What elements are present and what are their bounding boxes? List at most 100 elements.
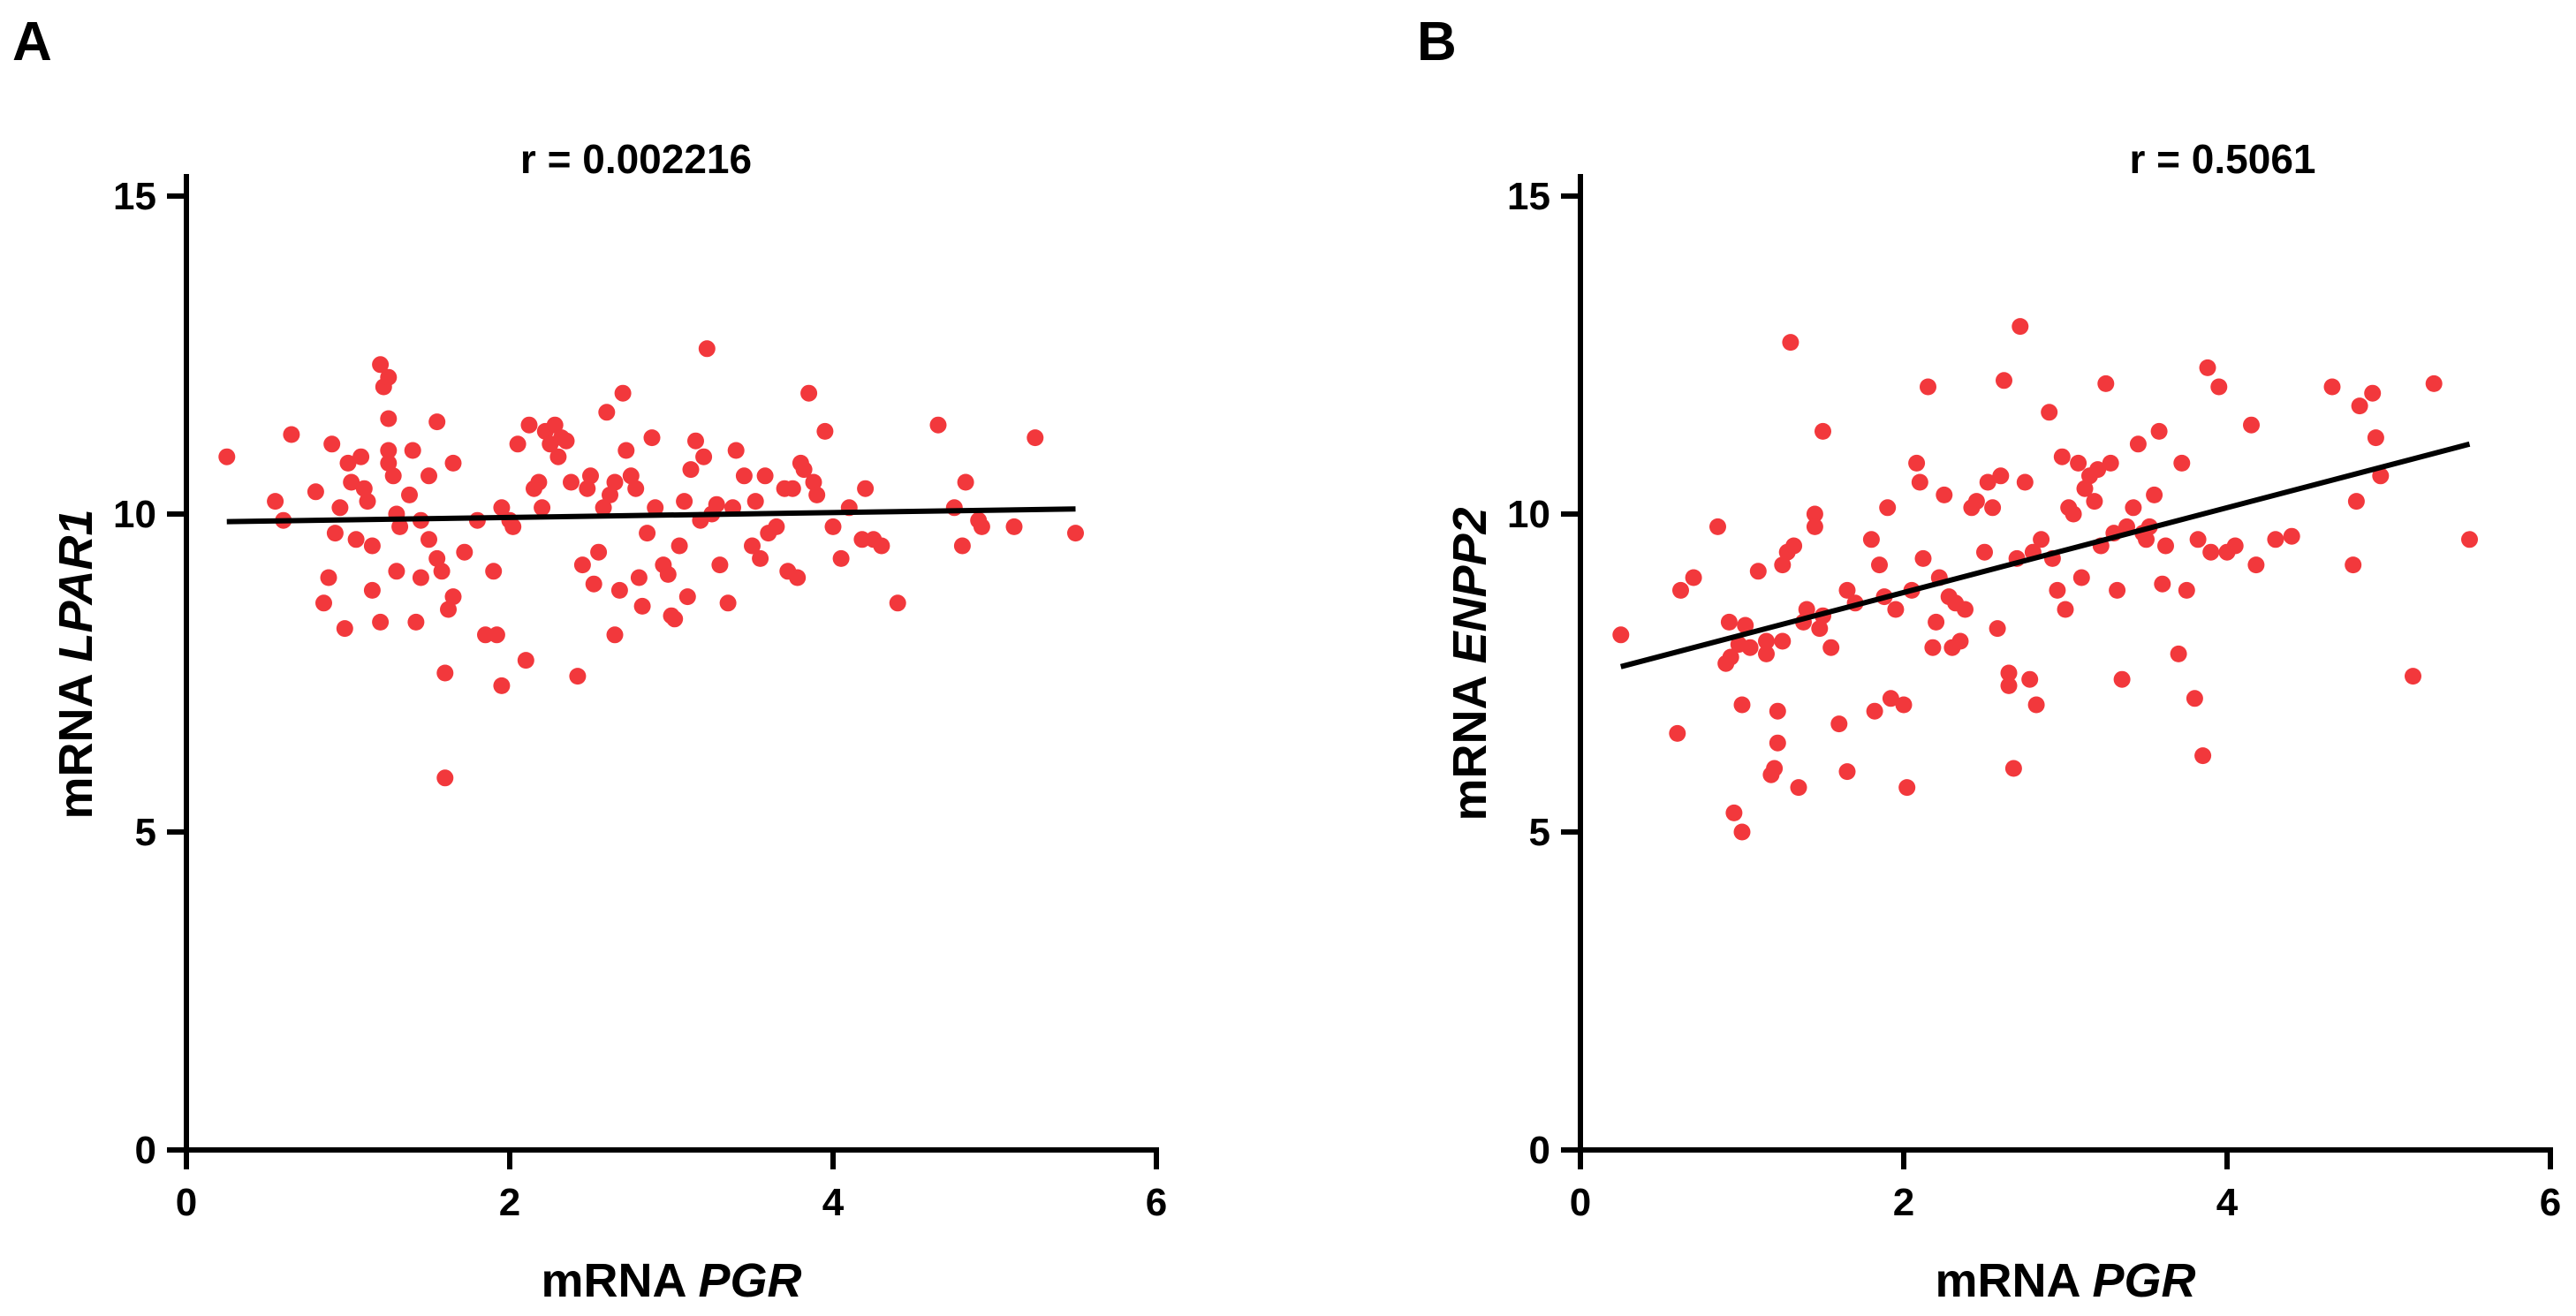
scatter-point — [2125, 499, 2142, 517]
scatter-point — [534, 499, 551, 517]
scatter-point — [957, 473, 974, 491]
scatter-point — [546, 416, 564, 434]
y-axis-title-prefix: mRNA — [1443, 664, 1496, 821]
scatter-point — [2323, 378, 2341, 396]
scatter-point — [517, 652, 534, 669]
panel-label: B — [1417, 11, 1457, 72]
scatter-point — [2076, 480, 2094, 497]
scatter-point — [1766, 760, 1784, 777]
scatter-point — [2243, 416, 2260, 434]
y-tick-label: 5 — [1529, 811, 1550, 854]
scatter-point — [355, 480, 373, 497]
scatter-point — [323, 435, 341, 453]
scatter-point — [585, 575, 602, 593]
scatter-point — [1774, 556, 1792, 574]
scatter-point — [1785, 537, 1803, 555]
scatter-point — [643, 429, 661, 447]
panel-b: B r = 0.5061 0 2 4 6 0 5 10 15 mRNA PGR mRNA EN… — [1288, 0, 2576, 1316]
y-tick-label: 10 — [1507, 493, 1550, 536]
scatter-point — [1830, 715, 1848, 733]
scatter-point — [2146, 486, 2163, 503]
scatter-point — [1822, 639, 1840, 656]
scatter-point — [530, 473, 548, 491]
scatter-point — [1967, 493, 1985, 511]
scatter-point — [1838, 581, 1856, 599]
scatter-point — [1898, 779, 1916, 797]
scatter-point — [347, 531, 365, 548]
scatter-point — [682, 461, 700, 479]
scatter-point — [1957, 601, 1974, 618]
scatter-point — [2210, 378, 2228, 396]
scatter-point — [1005, 518, 1023, 535]
scatter-point — [2173, 454, 2191, 472]
scatter-point — [889, 594, 906, 612]
scatter-point — [800, 384, 818, 402]
scatter-point — [678, 588, 696, 606]
scatter-point — [2089, 461, 2107, 479]
scatter-point — [339, 454, 357, 472]
scatter-point — [1067, 525, 1084, 542]
y-tick-label: 0 — [1529, 1129, 1550, 1172]
x-axis-title-prefix: mRNA — [1935, 1254, 2092, 1307]
scatter-point — [404, 442, 421, 459]
scatter-point — [1720, 613, 1738, 631]
scatter-point — [676, 493, 693, 511]
scatter-point — [873, 537, 890, 555]
scatter-point — [639, 525, 656, 542]
x-tick-label: 2 — [499, 1181, 520, 1224]
scatter-point — [401, 486, 418, 503]
scatter-point — [1733, 696, 1751, 714]
scatter-point — [579, 480, 596, 497]
scatter-point — [627, 480, 645, 497]
scatter-point — [2194, 747, 2212, 765]
scatter-point — [973, 518, 990, 535]
y-tick-label: 15 — [1507, 175, 1550, 218]
scatter-point — [320, 569, 337, 586]
scatter-point — [388, 563, 405, 580]
scatter-point — [1887, 601, 1905, 618]
scatter-point — [520, 416, 538, 434]
scatter-point — [343, 473, 360, 491]
scatter-point — [744, 537, 761, 555]
points-layer — [1612, 318, 2478, 841]
scatter-point — [1749, 563, 1767, 580]
scatter-point — [671, 537, 688, 555]
x-axis-title-gene: PGR — [698, 1254, 801, 1307]
x-tick-label: 4 — [2216, 1181, 2239, 1224]
scatter-point — [2199, 359, 2216, 376]
scatter-point — [336, 620, 353, 638]
points-layer — [218, 340, 1084, 787]
scatter-point — [606, 626, 624, 644]
x-tick-label: 0 — [1570, 1181, 1591, 1224]
scatter-point — [727, 442, 745, 459]
scatter-point — [363, 537, 381, 555]
scatter-point — [2157, 537, 2174, 555]
scatter-point — [2138, 531, 2155, 548]
scatter-point — [1996, 372, 2012, 390]
scatter-point — [428, 413, 446, 431]
scatter-point — [805, 473, 822, 491]
panel-a: A r = 0.002216 0 2 4 6 0 5 10 15 mRNA PGR mRNA … — [12, 11, 1167, 1307]
panel-label: A — [12, 11, 52, 72]
scatter-point — [1758, 632, 1775, 650]
scatter-point — [1027, 429, 1044, 447]
scatter-point — [2057, 601, 2074, 618]
scatter-point — [1769, 734, 1786, 752]
scatter-point — [380, 454, 398, 472]
scatter-chart-b: B r = 0.5061 0 2 4 6 0 5 10 15 mRNA PGR mRNA EN… — [1417, 11, 2561, 1307]
scatter-point — [824, 518, 842, 535]
scatter-point — [1924, 639, 1942, 656]
scatter-point — [444, 454, 462, 472]
scatter-point — [2113, 670, 2131, 688]
scatter-point — [598, 404, 616, 421]
scatter-point — [630, 569, 648, 586]
scatter-point — [808, 486, 826, 503]
scatter-point — [2170, 645, 2187, 662]
scatter-point — [573, 556, 591, 574]
y-tick-label: 10 — [113, 493, 156, 536]
y-tick-label: 0 — [135, 1129, 156, 1172]
scatter-point — [1882, 690, 1899, 707]
scatter-point — [436, 769, 454, 787]
x-tick-label: 6 — [1146, 1181, 1167, 1224]
scatter-point — [2364, 384, 2382, 402]
